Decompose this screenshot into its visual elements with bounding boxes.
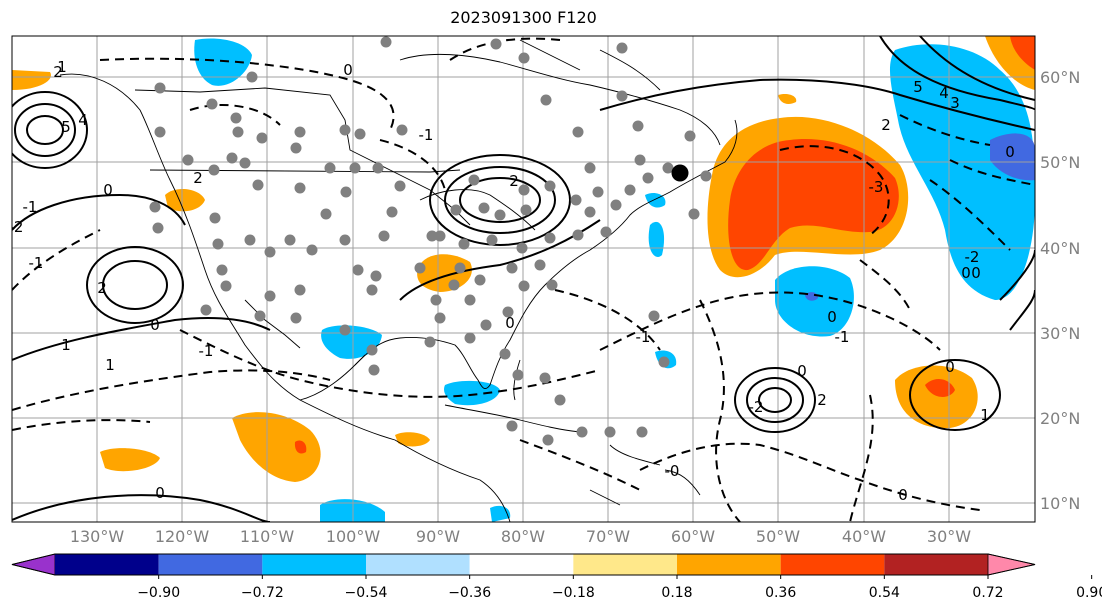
- contour-label: 2: [509, 172, 519, 190]
- colorbar-segment: [158, 554, 263, 575]
- colorbar-segment: [469, 554, 574, 575]
- colorbar-under-triangle: [11, 553, 56, 576]
- contour-label: 0: [971, 264, 981, 282]
- colorbar-tick-label: −0.90: [137, 585, 180, 601]
- colorbar-segment: [677, 554, 781, 575]
- contour-label: 0: [827, 308, 837, 326]
- contour-label: 4: [78, 111, 88, 129]
- colorbar-segment: [884, 554, 988, 575]
- longitude-labels: 130°W 120°W 110°W 100°W 90°W 80°W 70°W 60°W 50°W…: [70, 527, 971, 546]
- contour-label: 2: [881, 116, 891, 134]
- contour-label: 0: [961, 264, 971, 282]
- contour-label: 0: [1005, 143, 1015, 161]
- contour-label: -1: [636, 328, 651, 346]
- lon-label: 40°W: [842, 527, 886, 546]
- contour-label: -1: [419, 126, 434, 144]
- contour-label: 3: [950, 94, 960, 112]
- contour-label: 0: [155, 484, 165, 502]
- contour-label: -2: [965, 248, 980, 266]
- station-markers: [149, 36, 712, 446]
- colorbar-tick-label: 0.36: [765, 585, 796, 601]
- lon-label: 80°W: [501, 527, 545, 546]
- contour-label: -3: [869, 178, 884, 196]
- contour-label: -1: [835, 328, 850, 346]
- contour-lines: [12, 36, 1035, 522]
- colorbar-tick-label: −0.72: [241, 585, 284, 601]
- contour-label: 2: [193, 169, 203, 187]
- contour-label: 5: [913, 78, 923, 96]
- lon-label: 70°W: [586, 527, 630, 546]
- contour-label: 5: [61, 118, 71, 136]
- lon-label: 60°W: [671, 527, 715, 546]
- map-frame: [11, 35, 1036, 523]
- lat-label: 20°N: [1040, 409, 1080, 428]
- lon-label: 130°W: [70, 527, 125, 546]
- colorbar-tick-label: −0.54: [345, 585, 388, 601]
- figure-title: 2023091300 F120: [450, 8, 597, 27]
- contour-label: -1: [29, 254, 44, 272]
- contour-label: -1: [199, 342, 214, 360]
- coastlines: [59, 39, 738, 522]
- colorbar-segment: [573, 554, 677, 575]
- lon-label: 90°W: [416, 527, 460, 546]
- strong-warm-anomaly-region: [728, 139, 899, 271]
- cool-anomaly-region-canada: [194, 38, 252, 86]
- lat-label: 60°N: [1040, 68, 1080, 87]
- colorbar-tick-label: 0.18: [661, 585, 692, 601]
- lon-label: 100°W: [326, 527, 381, 546]
- graticule: [12, 36, 1035, 522]
- strong-cool-anomaly-region: [990, 133, 1035, 181]
- contour-label: 1: [980, 406, 990, 424]
- contour-label: 0: [945, 358, 955, 376]
- lon-label: 50°W: [756, 527, 800, 546]
- contour-label: -0: [665, 462, 680, 480]
- contour-label: 2: [53, 63, 63, 81]
- colorbar-tick-label: 0.54: [869, 585, 900, 601]
- location-marker: [671, 164, 689, 182]
- colorbar-segment: [780, 554, 885, 575]
- colorbar-tick-label: −0.36: [448, 585, 491, 601]
- contour-lines-dashed: [12, 37, 1035, 522]
- contour-label: 1: [105, 356, 115, 374]
- contour-label: 1: [57, 58, 67, 76]
- colorbar-outline: [11, 553, 1036, 576]
- lat-label: 40°N: [1040, 239, 1080, 258]
- contour-label: 0: [150, 316, 160, 334]
- contour-label: -2: [9, 218, 24, 236]
- cool-anomaly-region-mid: [775, 266, 854, 337]
- colorbar-over-triangle: [987, 553, 1036, 576]
- colorbar-tick-label: −0.18: [552, 585, 595, 601]
- contour-label: -2: [749, 398, 764, 416]
- contour-label: 4: [939, 84, 949, 102]
- contour-label: 2: [817, 391, 827, 409]
- lat-label: 50°N: [1040, 153, 1080, 172]
- contour-label: 0: [797, 362, 807, 380]
- contour-label: 0: [343, 61, 353, 79]
- contour-label: 0: [505, 314, 515, 332]
- colorbar-tick-label: 0.72: [972, 585, 1003, 601]
- lon-label: 110°W: [240, 527, 295, 546]
- contour-label: 2: [97, 279, 107, 297]
- lon-label: 30°W: [927, 527, 971, 546]
- lat-label: 30°N: [1040, 324, 1080, 343]
- colorbar-segment: [366, 554, 470, 575]
- cool-anomaly-region: [889, 44, 1035, 300]
- colorbar-segment: [262, 554, 366, 575]
- contour-label: 1: [61, 336, 71, 354]
- colorbar-tick-label: 0.90: [1076, 585, 1102, 601]
- contour-label: 0: [898, 486, 908, 504]
- colorbar-segment: [55, 554, 159, 575]
- colorbar: −0.90 −0.72 −0.54 −0.36 −0.18 0.18 0.36 0.54 0.7…: [11, 553, 1102, 601]
- lon-label: 120°W: [155, 527, 210, 546]
- lat-label: 10°N: [1040, 494, 1080, 513]
- contour-label: -1: [23, 198, 38, 216]
- latitude-labels: 60°N 50°N 40°N 30°N 20°N 10°N: [1040, 68, 1080, 513]
- contour-label: 0: [103, 181, 113, 199]
